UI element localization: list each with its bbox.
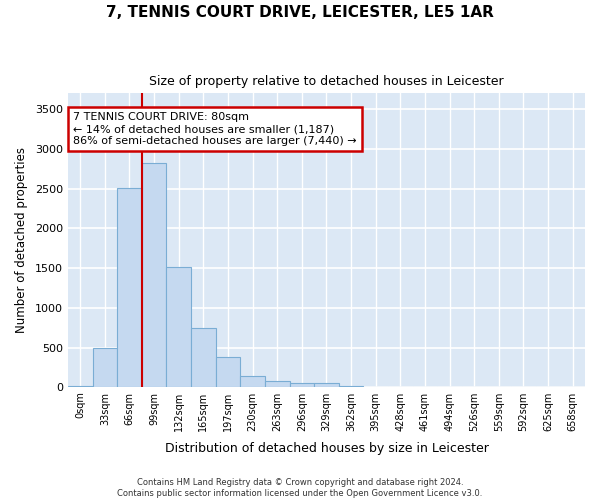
Text: 7 TENNIS COURT DRIVE: 80sqm
← 14% of detached houses are smaller (1,187)
86% of : 7 TENNIS COURT DRIVE: 80sqm ← 14% of det… (73, 112, 357, 146)
Bar (68, 386, 92, 388)
Bar (265, 382, 290, 388)
Text: 7, TENNIS COURT DRIVE, LEICESTER, LE5 1AR: 7, TENNIS COURT DRIVE, LEICESTER, LE5 1A… (106, 5, 494, 20)
Bar (117, 188, 142, 388)
Y-axis label: Number of detached properties: Number of detached properties (15, 148, 28, 334)
Title: Size of property relative to detached houses in Leicester: Size of property relative to detached ho… (149, 75, 504, 88)
Bar (142, 164, 166, 388)
Bar (314, 383, 339, 388)
Bar (191, 328, 215, 388)
Bar (290, 383, 314, 388)
X-axis label: Distribution of detached houses by size in Leicester: Distribution of detached houses by size … (164, 442, 488, 455)
Bar (166, 266, 191, 388)
Bar (92, 348, 117, 388)
Bar (240, 376, 265, 388)
Text: Contains HM Land Registry data © Crown copyright and database right 2024.
Contai: Contains HM Land Registry data © Crown c… (118, 478, 482, 498)
Bar (339, 386, 364, 388)
Bar (215, 357, 240, 388)
